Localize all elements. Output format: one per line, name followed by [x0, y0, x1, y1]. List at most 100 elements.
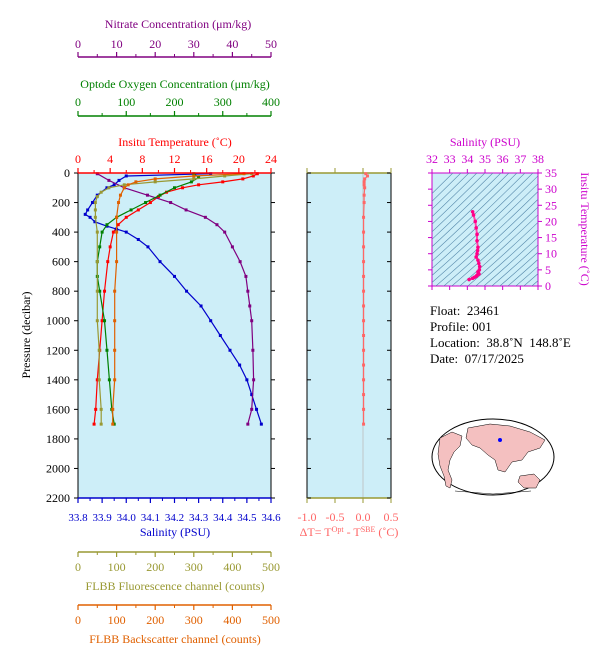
- salinity-point: [209, 319, 213, 323]
- fluorescence-point: [95, 195, 99, 199]
- fluorescence-point: [95, 260, 99, 264]
- salinity-point: [250, 393, 254, 397]
- delta-point: [362, 274, 366, 278]
- nitrate-point: [251, 348, 255, 352]
- pressure-axis-label: Pressure (decibar): [19, 292, 33, 379]
- fluorescence-point: [93, 201, 97, 205]
- ts-isoline: [432, 173, 526, 262]
- temperature-point: [95, 378, 99, 382]
- world-map: [431, 418, 555, 496]
- ts-yaxis-label: Insitu Temperature (˚C): [578, 172, 592, 286]
- nitrate-point: [246, 289, 250, 293]
- delta-point: [362, 289, 366, 293]
- fluorescence-point: [97, 348, 101, 352]
- salinity-axis-label: Salinity (PSU): [140, 525, 210, 539]
- ts-ytick-label: 0: [545, 279, 551, 293]
- delta-point: [362, 183, 366, 187]
- nitrate-point: [250, 319, 254, 323]
- pressure-tick-label: 1200: [46, 343, 70, 357]
- pressure-tick-label: 1400: [46, 373, 70, 387]
- oxygen-axis: 0 100 200 300 400: [75, 95, 280, 117]
- oxygen-point: [98, 245, 102, 249]
- temperature-point: [251, 174, 255, 178]
- delta-xtick-label: 0.5: [384, 510, 399, 524]
- fluorescence-point: [95, 319, 99, 323]
- oxygen-axis-label: Optode Oxygen Concentration (μm/kg): [80, 77, 269, 91]
- fluorescence-tick-label: 300: [185, 560, 203, 574]
- backscatter-series: [111, 172, 246, 426]
- fluorescence-tick-label: 400: [223, 560, 241, 574]
- temperature-point: [100, 319, 104, 323]
- backscatter-tick-label: 100: [108, 613, 126, 627]
- nitrate-tick-label: 20: [149, 37, 161, 51]
- ts-layer: 32 33 34 35 36 37 38 0 5 10 15 20 25 30 35: [426, 152, 557, 293]
- ts-isolines: [432, 173, 538, 286]
- ts-isoline: [467, 221, 538, 286]
- salinity-point: [88, 215, 92, 219]
- delta-axis-label: ΔT= TOpt - TSBE (˚C): [300, 525, 399, 539]
- main-axes-layer: 0200400600800100012001400160018002000220…: [46, 37, 281, 627]
- salinity-tick-label: 33.9: [93, 512, 113, 524]
- backscatter-point: [113, 319, 117, 323]
- nitrate-tick-label: 40: [226, 37, 238, 51]
- nitrate-point: [230, 245, 234, 249]
- ts-point: [471, 213, 476, 217]
- oxygen-point: [129, 208, 133, 212]
- pressure-tick-label: 1000: [46, 314, 70, 328]
- salinity-point: [228, 348, 232, 352]
- salinity-point: [124, 174, 128, 178]
- ts-point: [470, 209, 475, 214]
- pressure-tick-label: 2200: [46, 491, 70, 505]
- ts-point: [475, 239, 479, 243]
- backscatter-axis-label: FLBB Backscatter channel (counts): [89, 632, 261, 646]
- backscatter-point: [115, 215, 119, 219]
- ts-isoline: [432, 173, 518, 255]
- nitrate-tick-label: 0: [75, 37, 81, 51]
- delta-xtick-label: -0.5: [326, 510, 345, 524]
- nitrate-point: [169, 201, 173, 205]
- ts-ytick-label: 15: [545, 231, 557, 245]
- backscatter-point: [115, 260, 119, 264]
- salinity-point: [117, 178, 121, 182]
- ts-isoline: [499, 251, 538, 286]
- temperature-point: [197, 183, 201, 187]
- map-australia: [517, 473, 541, 489]
- salinity-point: [105, 186, 109, 190]
- temperature-tick-label: 24: [265, 152, 277, 166]
- ts-xtick-label: 37: [514, 152, 526, 166]
- backscatter-tick-label: 0: [75, 613, 81, 627]
- map-antarctica: [454, 490, 532, 495]
- fluorescence-point: [93, 215, 97, 219]
- oxygen-tick-label: 0: [75, 95, 81, 109]
- salinity-tick-label: 34.5: [237, 512, 257, 524]
- ts-xtick-label: 33: [444, 152, 456, 166]
- map-americas: [437, 431, 463, 489]
- salinity-point: [255, 407, 259, 411]
- ts-ytick-label: 25: [545, 198, 557, 212]
- nitrate-point: [215, 223, 219, 227]
- ts-point: [473, 219, 478, 224]
- oxygen-tick-label: 200: [166, 95, 184, 109]
- salinity-point: [146, 245, 150, 249]
- delta-point: [364, 172, 368, 176]
- ts-isoline: [451, 206, 538, 286]
- temperature-point: [106, 260, 110, 264]
- pressure-tick-label: 200: [52, 196, 70, 210]
- salinity-point: [218, 334, 222, 337]
- fluorescence-point: [223, 174, 227, 178]
- fluorescence-point: [99, 422, 103, 426]
- oxygen-point: [158, 193, 162, 197]
- main-plot-area: [77, 172, 272, 499]
- ts-isoline: [432, 183, 538, 283]
- ts-point: [475, 251, 479, 256]
- delta-point: [362, 363, 366, 367]
- backscatter-point: [117, 201, 121, 205]
- backscatter-tick-label: 300: [185, 613, 203, 627]
- ts-isoline: [432, 173, 534, 269]
- ts-point: [475, 248, 480, 253]
- fluorescence-axis: 0 100 200 300 400 500: [75, 551, 280, 574]
- temperature-point: [92, 422, 96, 426]
- ts-point: [475, 232, 479, 237]
- salinity-point: [86, 208, 90, 212]
